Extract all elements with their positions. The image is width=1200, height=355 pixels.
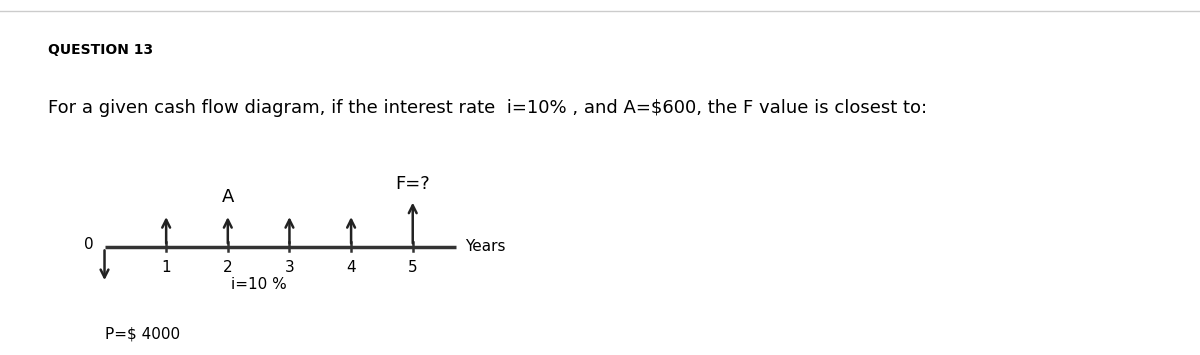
Text: QUESTION 13: QUESTION 13: [48, 43, 154, 56]
Text: A: A: [222, 187, 234, 206]
Text: 1: 1: [161, 260, 170, 275]
Text: i=10 %: i=10 %: [230, 277, 287, 292]
Text: 2: 2: [223, 260, 233, 275]
Text: 3: 3: [284, 260, 294, 275]
Text: Years: Years: [466, 239, 505, 254]
Text: 4: 4: [347, 260, 356, 275]
Text: 0: 0: [84, 237, 94, 252]
Text: 5: 5: [408, 260, 418, 275]
Text: F=?: F=?: [395, 175, 430, 192]
Text: For a given cash flow diagram, if the interest rate  i=10% , and A=$600, the F v: For a given cash flow diagram, if the in…: [48, 99, 928, 118]
Text: P=$ 4000: P=$ 4000: [104, 326, 180, 342]
